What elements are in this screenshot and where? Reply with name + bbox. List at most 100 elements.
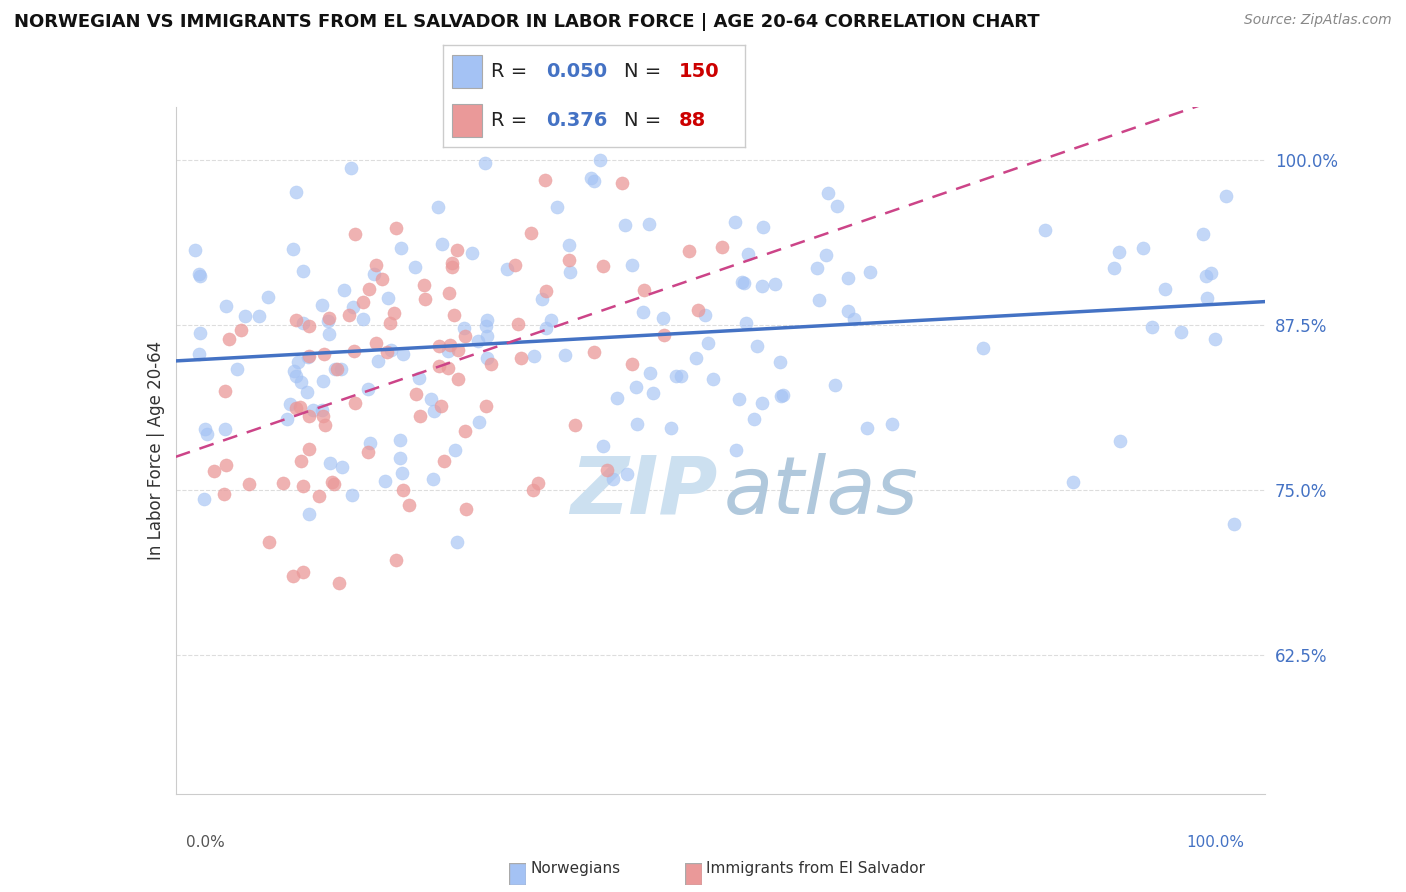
Point <box>385 221 408 235</box>
Point <box>344 227 367 242</box>
Point <box>392 483 415 497</box>
Point <box>330 362 353 376</box>
Point <box>316 314 339 328</box>
Point <box>454 502 477 516</box>
Point <box>475 329 498 343</box>
Point <box>215 300 238 314</box>
Point <box>1215 189 1237 203</box>
Point <box>495 262 517 277</box>
Point <box>281 569 304 583</box>
Point <box>301 403 323 417</box>
Point <box>437 285 460 300</box>
Point <box>392 347 415 361</box>
Point <box>1204 331 1226 345</box>
Point <box>233 310 256 324</box>
Text: Norwegians: Norwegians <box>530 861 620 876</box>
Point <box>583 173 606 187</box>
Point <box>446 534 468 549</box>
Point <box>312 374 335 388</box>
Point <box>378 317 401 331</box>
Point <box>815 248 838 262</box>
Point <box>752 219 775 234</box>
Point <box>596 463 619 477</box>
Point <box>610 176 633 190</box>
Point <box>461 246 484 260</box>
Point <box>291 566 314 580</box>
Point <box>620 259 643 273</box>
Point <box>194 422 217 436</box>
Point <box>592 439 614 453</box>
Point <box>297 409 319 424</box>
Point <box>353 295 375 310</box>
Point <box>669 368 692 383</box>
Point <box>298 507 321 521</box>
Point <box>398 498 420 512</box>
Point <box>321 475 343 489</box>
Point <box>728 392 751 406</box>
Point <box>337 309 360 323</box>
Point <box>288 400 311 414</box>
Text: 150: 150 <box>679 62 720 81</box>
Point <box>352 311 374 326</box>
Point <box>806 260 828 275</box>
Point <box>367 353 389 368</box>
Point <box>527 475 550 490</box>
Point <box>540 312 562 326</box>
Point <box>430 236 453 251</box>
Point <box>583 345 606 359</box>
Point <box>972 341 994 355</box>
Bar <box>451 104 482 137</box>
Point <box>422 472 444 486</box>
Point <box>557 237 579 252</box>
Point <box>453 424 475 438</box>
Point <box>357 382 380 396</box>
Point <box>626 417 648 432</box>
Point <box>880 417 903 431</box>
Point <box>380 343 402 358</box>
Point <box>405 387 427 401</box>
Point <box>276 412 298 426</box>
Text: 0.0%: 0.0% <box>187 835 225 850</box>
Point <box>579 171 602 186</box>
Point <box>333 283 356 297</box>
Point <box>343 343 366 358</box>
Point <box>479 358 502 372</box>
Point <box>238 477 260 491</box>
Point <box>1063 475 1085 489</box>
Point <box>364 258 387 272</box>
Point <box>751 279 773 293</box>
Point <box>564 417 586 432</box>
Point <box>859 265 882 279</box>
Point <box>284 186 307 200</box>
Point <box>214 384 236 398</box>
Point <box>554 348 576 362</box>
Point <box>772 388 794 402</box>
Point <box>214 422 236 436</box>
Point <box>437 361 460 376</box>
Point <box>188 326 211 340</box>
Point <box>340 488 363 502</box>
Point <box>382 306 405 320</box>
Point <box>330 460 353 475</box>
Point <box>284 368 307 383</box>
Point <box>318 456 340 470</box>
Point <box>441 256 464 270</box>
Point <box>474 156 496 170</box>
Point <box>444 443 467 458</box>
Point <box>1104 260 1126 275</box>
Point <box>359 435 381 450</box>
Point <box>696 335 718 350</box>
Point <box>475 399 498 413</box>
Point <box>292 479 315 493</box>
Point <box>536 284 558 298</box>
Point <box>323 361 346 376</box>
Point <box>546 200 568 214</box>
Point <box>423 404 446 418</box>
Text: N =: N = <box>624 62 661 81</box>
Point <box>342 301 364 315</box>
Point <box>271 476 294 491</box>
Text: ZIP: ZIP <box>569 452 717 531</box>
Point <box>824 378 846 392</box>
Point <box>825 199 848 213</box>
Point <box>468 415 491 429</box>
